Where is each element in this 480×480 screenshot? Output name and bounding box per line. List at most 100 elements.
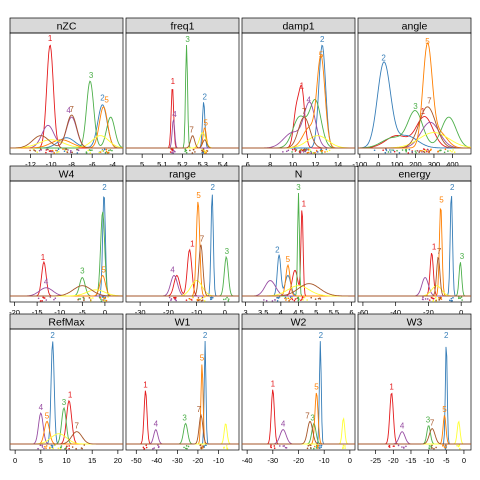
rug-point: [276, 296, 278, 299]
rug-point: [55, 149, 57, 152]
rug-point: [278, 296, 281, 298]
x-tick-label: -40: [390, 308, 401, 317]
series-label-3: 3: [310, 413, 315, 422]
density-curve-7: [358, 428, 471, 445]
series-label-7: 7: [305, 411, 310, 420]
rug-point: [185, 151, 188, 154]
rug-point: [201, 296, 204, 299]
x-tick-label: -40: [242, 456, 253, 465]
rug-point: [37, 297, 40, 300]
rug-point: [77, 149, 80, 152]
rug-point: [307, 148, 310, 151]
rug-point: [38, 149, 41, 152]
rug-point: [458, 444, 460, 447]
x-tick-label: 0: [13, 456, 17, 465]
series-label-4: 4: [66, 106, 71, 115]
panel-w4: W4 1 2 3 4 5 -20 -15 -10 -5 0: [9, 165, 124, 317]
rug-point: [328, 149, 331, 152]
rug-point: [56, 151, 58, 154]
rug-point: [194, 151, 196, 153]
rug-point: [453, 151, 456, 153]
rug-point: [185, 299, 188, 301]
x-tick-label: 300: [428, 160, 441, 169]
rug-point: [432, 300, 435, 302]
rug-point: [108, 149, 110, 152]
rug-point: [79, 298, 82, 300]
rug-point: [41, 299, 43, 302]
rug-point: [459, 447, 461, 450]
rug-point: [89, 149, 92, 152]
density-curve-6: [358, 420, 471, 445]
x-tick-label: -30: [135, 308, 146, 317]
x-tick-label: -20: [388, 456, 399, 465]
rug-point: [306, 299, 308, 301]
density-curve-5: [242, 54, 355, 149]
rug-point: [169, 151, 172, 153]
rug-point: [104, 151, 107, 154]
rug-point: [210, 298, 213, 300]
x-tick-label: 400: [446, 160, 459, 169]
rug-point: [385, 149, 388, 152]
plot-frame: [125, 180, 240, 303]
series-label-3: 3: [62, 398, 67, 407]
rug-point: [307, 151, 310, 154]
density-curve-5: [242, 392, 355, 445]
rug-point: [111, 149, 113, 152]
rug-point: [85, 151, 88, 153]
panel-energy: energy 1 2 3 5 7 -60 -40 -20 0: [357, 165, 472, 317]
x-tick-label: 5.2: [177, 160, 187, 169]
rug-point: [291, 148, 294, 151]
rug-point: [310, 150, 312, 153]
rug-point: [342, 447, 344, 450]
rug-point: [60, 445, 63, 447]
rug-point: [315, 149, 318, 152]
rug-point: [89, 152, 92, 154]
rug-point: [298, 150, 301, 152]
rug-point: [43, 297, 46, 299]
rug-point: [204, 151, 206, 153]
rug-point: [200, 447, 203, 450]
rug-point: [306, 151, 309, 154]
series-label-2: 2: [319, 331, 324, 340]
series-label-5: 5: [203, 118, 208, 127]
rug-point: [428, 299, 431, 301]
rug-point: [405, 445, 407, 448]
series-label-1: 1: [300, 81, 305, 90]
rug-point: [437, 151, 439, 153]
density-curve-7: [126, 244, 239, 297]
rug-point: [223, 446, 225, 449]
rug-point: [69, 151, 72, 154]
x-tick-label: -10: [213, 456, 224, 465]
series-label-4: 4: [400, 422, 405, 431]
density-curve-6: [126, 132, 239, 149]
rug-point: [49, 296, 52, 298]
rug-point: [278, 445, 281, 447]
rug-point: [450, 297, 453, 300]
rug-point: [71, 446, 74, 448]
rug-point: [175, 299, 177, 302]
density-curve-4: [242, 429, 355, 445]
plot-frame: [9, 32, 124, 155]
series-label-1: 1: [389, 382, 394, 391]
rug-point: [405, 150, 408, 153]
rug-point: [309, 444, 312, 447]
rug-point: [105, 148, 108, 151]
density-curve-5: [358, 415, 471, 445]
rug-point: [321, 151, 323, 154]
rug-point: [449, 149, 452, 152]
rug-point: [438, 299, 440, 301]
rug-point: [428, 150, 431, 153]
density-curve-6: [10, 135, 123, 149]
series-label-3: 3: [182, 413, 187, 422]
rug-point: [324, 151, 326, 153]
rug-point: [143, 447, 146, 450]
rug-point: [291, 298, 294, 301]
x-tick-label: -15: [406, 456, 417, 465]
rug-point: [68, 445, 71, 447]
panel-w3: W3 1 2 3 4 57 -25 -20 -15 -10 -5 0: [357, 313, 472, 465]
density-curve-2: [358, 346, 471, 445]
rug-point: [227, 298, 230, 300]
rug-point: [310, 152, 313, 154]
